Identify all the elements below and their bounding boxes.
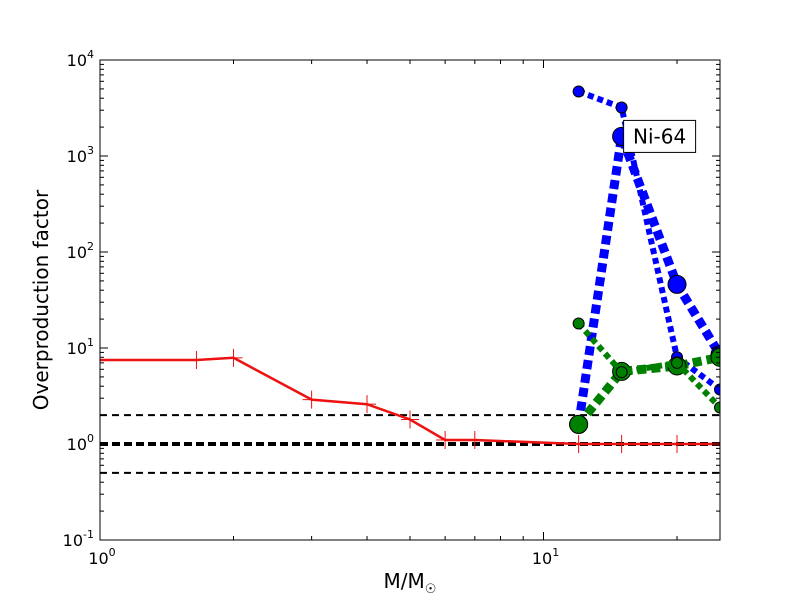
y-tick-label-2-exp: 1 [87,336,94,349]
y-tick-label-1-exp: 0 [87,432,94,445]
series-4-point-0 [572,317,585,330]
y-tick-label-4-exp: 3 [87,144,94,157]
series-0-point-3 [302,390,321,409]
y-tick-label-4: 103 [67,144,94,166]
annotation-box [623,119,697,153]
x-tick-label-1: 101 [532,546,559,568]
series-0-point-0 [100,350,109,369]
series-0-point-10 [668,435,687,453]
series-2 [572,85,720,396]
y-tick-label-5: 104 [67,48,94,70]
series-1 [569,118,720,434]
y-tick-label-5-base: 10 [67,51,87,70]
series-3-line [575,352,720,428]
y-tick-label-0-base: 10 [63,531,83,550]
y-tick-label-1-base: 10 [67,435,87,454]
x-axis-label-text: M/M [384,569,425,593]
x-tick-label-0: 100 [88,546,115,568]
x-tick-label-1-exp: 1 [552,546,559,559]
series-0-point-5 [401,410,419,429]
y-tick-label-3-exp: 2 [87,240,94,253]
series-0-point-6 [436,431,455,450]
y-tick-label-4-base: 10 [67,147,87,166]
x-tick-label-0-base: 10 [88,549,108,568]
series-4-point-2 [671,356,684,369]
x-axis-label: M/M☉ [384,569,437,597]
y-tick-label-0: 10-1 [63,528,94,550]
sun-symbol: ☉ [425,582,437,597]
y-tick-label-3: 102 [67,240,94,262]
annotation-layer: Ni-64 [623,119,697,153]
y-tick-label-1: 100 [67,432,94,454]
y-tick-label-2-base: 10 [67,339,87,358]
series-4 [572,317,720,414]
series-2-point-1 [615,101,628,114]
y-tick-label-2: 101 [67,336,94,358]
x-tick-label-0-exp: 0 [109,546,116,559]
annotation-text: Ni-64 [633,124,686,148]
series-0-point-1 [187,350,206,369]
series-0-point-2 [224,348,243,367]
series-4-line [576,321,720,410]
series-0 [100,348,720,453]
series-2-line [577,88,720,392]
series-3-point-0 [569,414,589,434]
series-1-point-2 [667,274,687,294]
series-4-point-1 [615,366,628,379]
series-2-point-0 [572,85,585,98]
series-2-point-3 [714,383,720,396]
y-tick-label-0-exp: -1 [83,528,94,541]
series-0-point-7 [465,431,484,450]
series-0-point-4 [358,395,377,414]
y-tick-label-5-exp: 4 [87,48,94,61]
series-0-point-9 [612,435,631,453]
y-axis-label: Overproduction factor [29,189,53,410]
series-1-line [574,118,720,426]
series-4-point-3 [714,401,720,414]
series-0-point-8 [569,435,588,453]
y-tick-label-3-base: 10 [67,243,87,262]
x-tick-label-1-base: 10 [532,549,552,568]
